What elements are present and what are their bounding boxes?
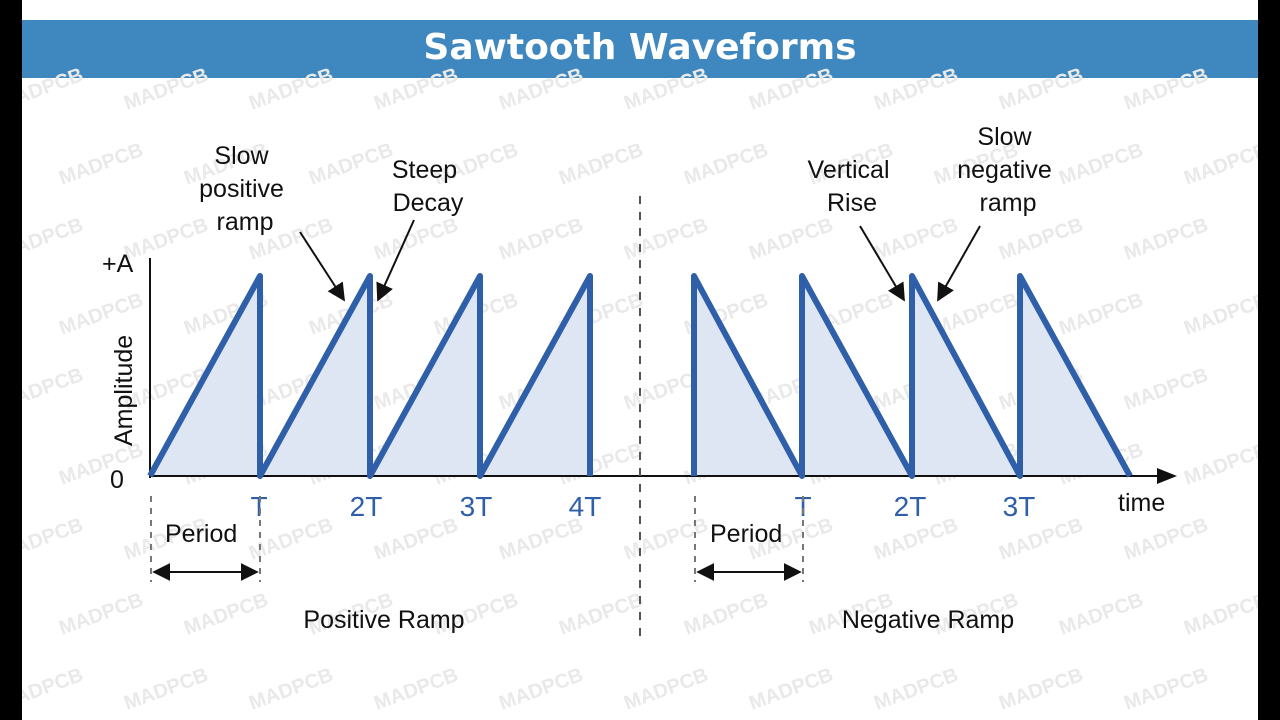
neg-tick-3T: 3T — [1003, 491, 1036, 522]
watermark-text: MADPCB — [121, 64, 211, 115]
watermark-text: MADPCB — [56, 589, 146, 640]
x-axis-label: time — [1118, 489, 1165, 517]
watermark-text: MADPCB — [56, 289, 146, 340]
page-title: Sawtooth Waveforms — [423, 27, 857, 68]
watermark-text: MADPCB — [681, 589, 771, 640]
watermark-text: MADPCB — [871, 664, 961, 715]
annotation-vertical-rise: Vertical Rise — [808, 156, 897, 217]
watermark-text: MADPCB — [1181, 289, 1258, 340]
pos-period-label: Period — [165, 520, 237, 548]
watermark-text: MADPCB — [56, 139, 146, 190]
watermark-text: MADPCB — [996, 664, 1086, 715]
arrow-slow-negative-ramp — [937, 225, 981, 302]
watermark-text: MADPCB — [181, 589, 271, 640]
watermark-text: MADPCB — [22, 64, 86, 115]
watermark-text: MADPCB — [1056, 139, 1146, 190]
negative-section-label: Negative Ramp — [842, 606, 1014, 634]
watermark-text: MADPCB — [496, 214, 586, 265]
watermark-text: MADPCB — [306, 139, 396, 190]
neg-period-label: Period — [710, 520, 782, 548]
arrow-slow-positive-ramp — [299, 231, 345, 302]
pos-tick-4T: 4T — [569, 491, 602, 522]
watermark-text: MADPCB — [1121, 64, 1211, 115]
diagram-canvas: Sawtooth Waveforms MADPCB MADPCB MADPCB MAD… — [22, 0, 1258, 720]
annotation-slow-negative-ramp: Slow negative ramp — [957, 123, 1058, 217]
watermark-text: MADPCB — [621, 214, 711, 265]
watermark-text: MADPCB — [121, 664, 211, 715]
arrow-steep-decay — [376, 219, 415, 302]
watermark-text: MADPCB — [621, 514, 711, 565]
watermark-text: MADPCB — [556, 589, 646, 640]
watermark-text: MADPCB — [246, 64, 336, 115]
positive-ramp-wave — [147, 273, 593, 479]
arrow-vertical-rise — [859, 225, 905, 302]
watermark-text: MADPCB — [556, 139, 646, 190]
watermark-text: MADPCB — [871, 64, 961, 115]
positive-section-label: Positive Ramp — [303, 606, 464, 634]
annotation-slow-positive-ramp: Slow positive ramp — [199, 142, 291, 236]
pos-tick-2T: 2T — [350, 491, 383, 522]
watermark-text: MADPCB — [1181, 439, 1258, 490]
watermark-text: MADPCB — [1121, 364, 1211, 415]
watermark-text: MADPCB — [1121, 514, 1211, 565]
watermark-text: MADPCB — [496, 64, 586, 115]
watermark-text: MADPCB — [1181, 589, 1258, 640]
watermark-text: MADPCB — [746, 214, 836, 265]
annotation-steep-decay: Steep Decay — [392, 156, 464, 217]
negative-ramp-wave — [691, 273, 1133, 479]
watermark-text: MADPCB — [246, 664, 336, 715]
watermark-text: MADPCB — [496, 664, 586, 715]
watermark-text: MADPCB — [746, 64, 836, 115]
watermark-text: MADPCB — [996, 64, 1086, 115]
watermark-text: MADPCB — [1121, 664, 1211, 715]
watermark-text: MADPCB — [621, 664, 711, 715]
watermark-text: MADPCB — [371, 64, 461, 115]
watermark-text: MADPCB — [371, 214, 461, 265]
title-bar: Sawtooth Waveforms — [22, 20, 1258, 78]
watermark-text: MADPCB — [1056, 289, 1146, 340]
watermark-text: MADPCB — [621, 64, 711, 115]
watermark-text: MADPCB — [1121, 214, 1211, 265]
watermark-text: MADPCB — [871, 214, 961, 265]
watermark-text: MADPCB — [22, 214, 86, 265]
watermark-text: MADPCB — [22, 514, 86, 565]
pos-tick-3T: 3T — [460, 491, 493, 522]
y-axis-label: Amplitude — [110, 335, 138, 446]
watermark-text: MADPCB — [1056, 589, 1146, 640]
neg-tick-T: T — [794, 491, 811, 522]
watermark-text: MADPCB — [22, 364, 86, 415]
watermark-text: MADPCB — [746, 664, 836, 715]
watermark-text: MADPCB — [996, 214, 1086, 265]
neg-tick-2T: 2T — [894, 491, 927, 522]
watermark-text: MADPCB — [681, 139, 771, 190]
watermark-text: MADPCB — [22, 664, 86, 715]
watermark-text: MADPCB — [371, 514, 461, 565]
watermark-text: MADPCB — [1181, 139, 1258, 190]
sawtooth-diagram: MADPCB MADPCB MADPCB MADPCB MADPCB MADPCB MADP… — [22, 64, 1258, 715]
pos-tick-T: T — [250, 491, 267, 522]
watermark-text: MADPCB — [371, 664, 461, 715]
y-zero-label: 0 — [110, 466, 124, 494]
watermark-text: MADPCB — [121, 214, 211, 265]
x-axis-arrowhead — [1157, 468, 1177, 484]
y-top-label: +A — [102, 250, 134, 278]
